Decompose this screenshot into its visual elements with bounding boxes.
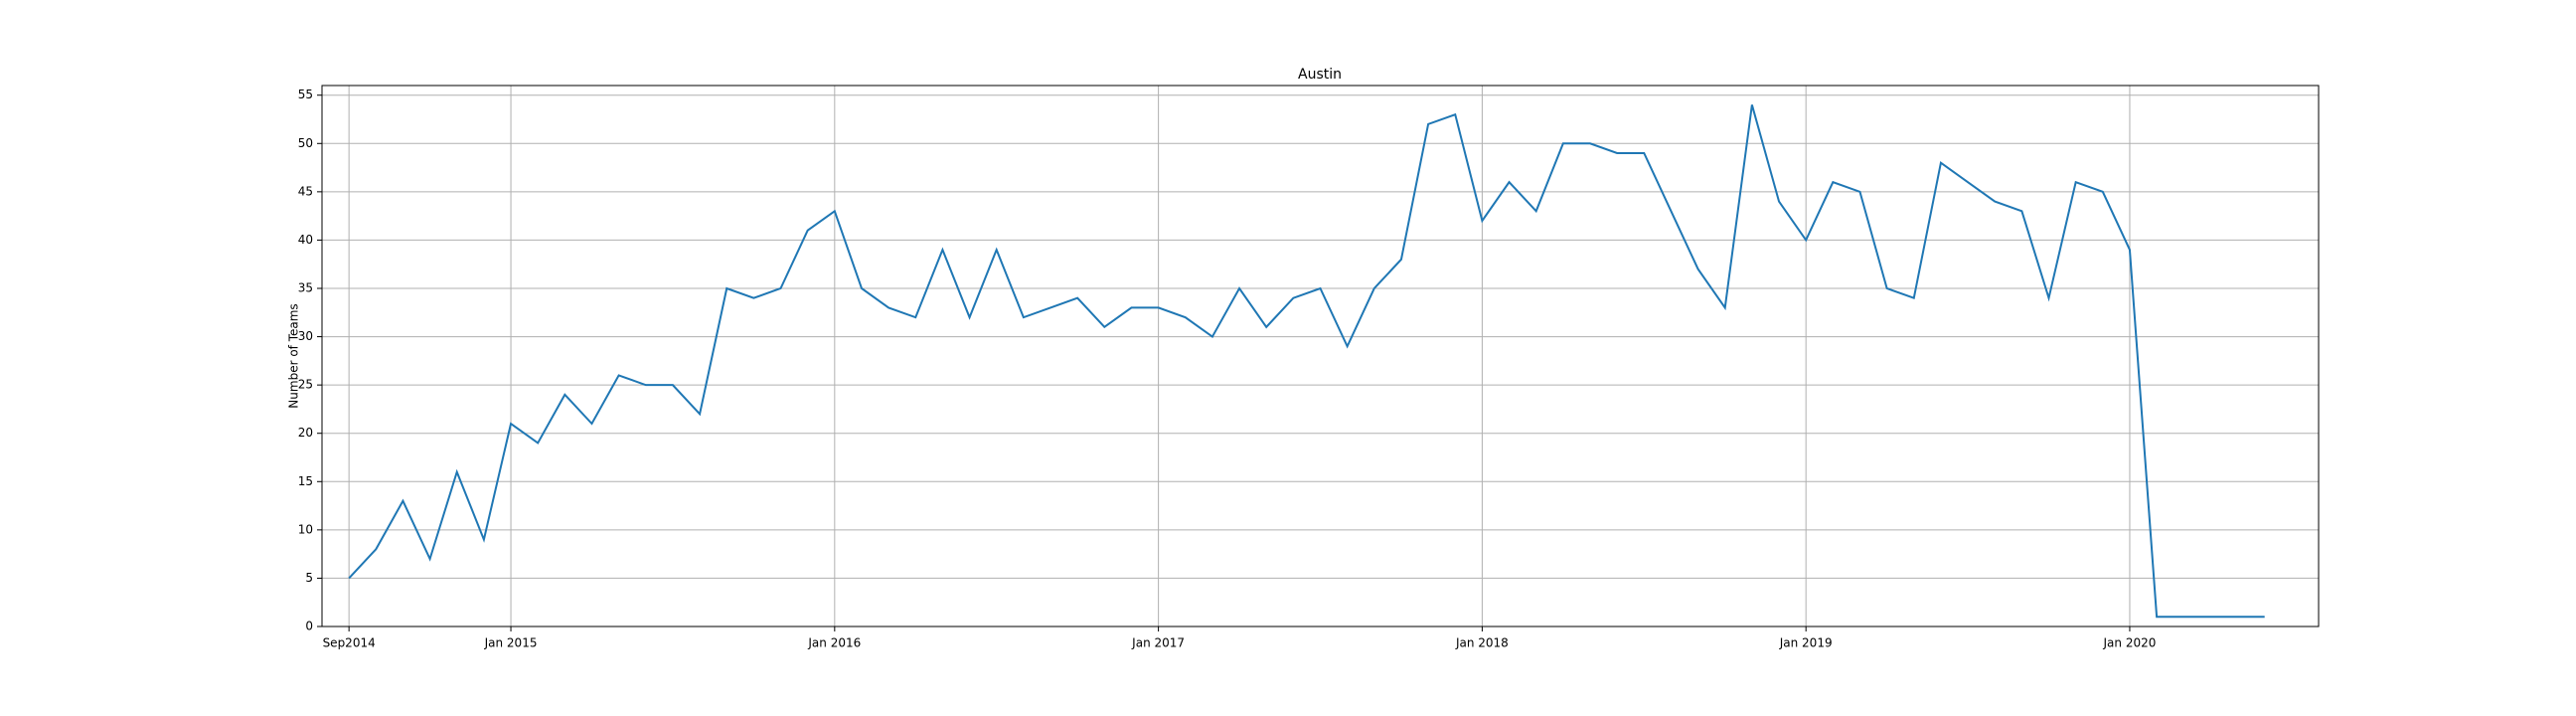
data-line — [348, 104, 2265, 619]
y-tick-label: 50 — [298, 136, 313, 150]
x-tick-label: Jan 2017 — [1131, 636, 1185, 650]
y-tick-label: 0 — [305, 620, 313, 633]
y-tick-label: 20 — [298, 426, 313, 440]
y-tick-label: 40 — [298, 233, 313, 247]
y-tick-label: 35 — [298, 281, 313, 295]
x-tick-label: Jan 2019 — [1779, 636, 1833, 650]
x-tick-label: Jan 2018 — [1455, 636, 1509, 650]
x-tick-label: Sep2014 — [323, 636, 376, 650]
plot-frame — [321, 85, 2320, 627]
y-tick-label: 30 — [298, 329, 313, 343]
y-tick-label: 25 — [298, 378, 313, 392]
x-tick-label: Jan 2015 — [484, 636, 538, 650]
y-tick-label: 55 — [298, 88, 313, 101]
y-tick-label: 15 — [298, 474, 313, 488]
y-tick-label: 45 — [298, 184, 313, 198]
x-tick-label: Jan 2016 — [807, 636, 861, 650]
y-axis-label: Number of Teams — [287, 303, 301, 408]
y-tick-label: 10 — [298, 522, 313, 536]
chart-title: Austin — [1298, 67, 1342, 83]
x-tick-label: Jan 2020 — [2103, 636, 2157, 650]
y-tick-label: 5 — [305, 571, 313, 585]
